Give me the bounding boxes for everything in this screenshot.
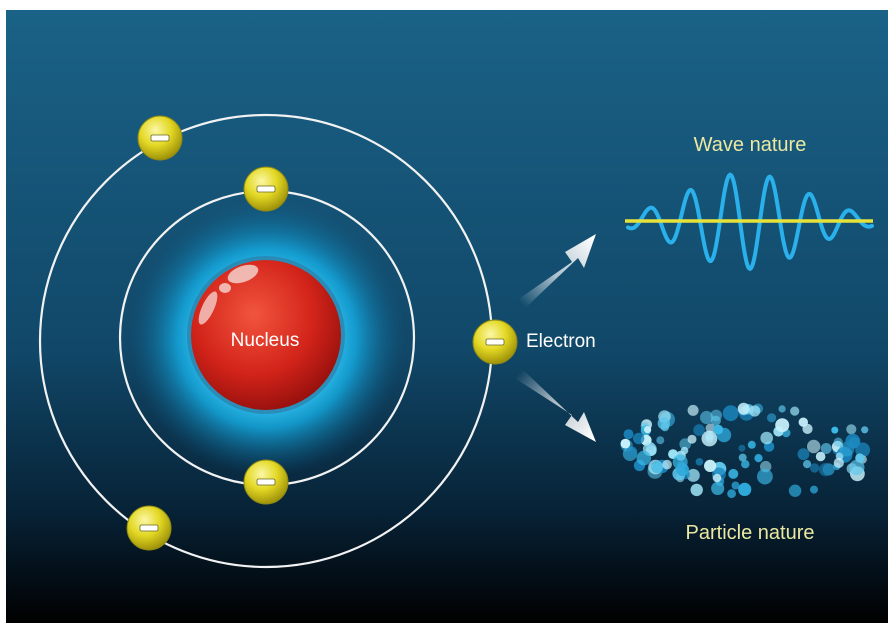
particle-dot <box>693 424 705 436</box>
particle-dot <box>797 448 810 461</box>
particle-dot <box>662 459 672 470</box>
particle-nature-label: Particle nature <box>685 522 815 544</box>
particle-dot <box>632 432 645 445</box>
particle-dot <box>861 426 869 434</box>
wave-nature-label: Wave nature <box>693 134 807 156</box>
particle-dot <box>728 468 739 479</box>
particle-dot <box>738 444 746 452</box>
particle-dot <box>757 468 773 485</box>
particle-dot <box>803 460 812 469</box>
particle-dot <box>778 405 786 413</box>
particle-dot <box>833 457 844 468</box>
wave-graphic <box>625 172 874 272</box>
particle-dot <box>686 468 700 482</box>
particle-dot <box>831 426 839 434</box>
electron-label: Electron <box>526 331 596 352</box>
particle-dot <box>833 437 843 447</box>
particle-dot <box>722 405 739 422</box>
particle-dot <box>644 426 652 434</box>
particle-dot <box>818 463 833 477</box>
particle-dot <box>815 451 826 462</box>
particle-dot <box>846 424 857 435</box>
particle-dot <box>657 417 670 430</box>
particle-dot <box>802 423 813 434</box>
particle-dot <box>704 459 717 472</box>
particle-dot <box>680 446 689 455</box>
particle-dot <box>651 460 664 474</box>
particle-dot <box>810 485 818 494</box>
particle-dot <box>701 430 718 447</box>
particle-dot <box>687 434 697 444</box>
electron-minus-icon <box>472 319 518 365</box>
particle-dot <box>754 454 763 463</box>
particle-dot <box>737 402 750 415</box>
particle-dot <box>711 481 725 495</box>
electron-minus-icon <box>137 115 183 161</box>
particle-dot <box>700 410 714 425</box>
particle-dot <box>845 433 861 449</box>
particle-dot <box>713 424 724 435</box>
particle-dot <box>623 429 634 440</box>
particle-dot <box>741 460 750 469</box>
arrow-down-right-icon <box>513 367 596 442</box>
particle-dot <box>727 489 736 499</box>
nucleus <box>187 256 345 414</box>
electron-minus-icon <box>243 459 289 505</box>
particle-dot <box>849 459 865 476</box>
particle-dot <box>656 436 665 445</box>
electron-minus-icon <box>126 505 172 551</box>
particle-dot <box>788 484 802 497</box>
particle-dot <box>775 418 790 433</box>
particle-dot <box>695 458 704 466</box>
particle-dot <box>820 443 832 454</box>
particle-dot <box>738 482 752 496</box>
particle-dot <box>620 438 631 449</box>
particle-dot <box>809 463 820 473</box>
arrow-up-right-icon <box>513 234 596 313</box>
particle-dot <box>676 463 689 477</box>
particle-dot <box>790 406 800 416</box>
particle-dot <box>626 446 638 458</box>
particle-dot <box>731 481 740 490</box>
particle-dot <box>687 404 699 416</box>
particle-dot <box>747 440 756 449</box>
particle-dot <box>807 439 821 454</box>
particle-dot <box>738 453 747 462</box>
particle-dot <box>749 405 761 417</box>
electron-minus-icon <box>243 166 289 212</box>
nucleus-label: Nucleus <box>230 330 300 351</box>
particle-dot <box>712 473 722 483</box>
particle-dot <box>855 453 865 463</box>
electrons <box>126 115 518 551</box>
particle-dot <box>710 415 721 426</box>
particle-dot <box>636 450 652 466</box>
particle-dot <box>760 431 773 445</box>
particle-dot <box>767 413 777 423</box>
particle-dot <box>705 423 716 434</box>
particle-dot <box>690 483 703 497</box>
particle-cloud <box>620 402 871 499</box>
